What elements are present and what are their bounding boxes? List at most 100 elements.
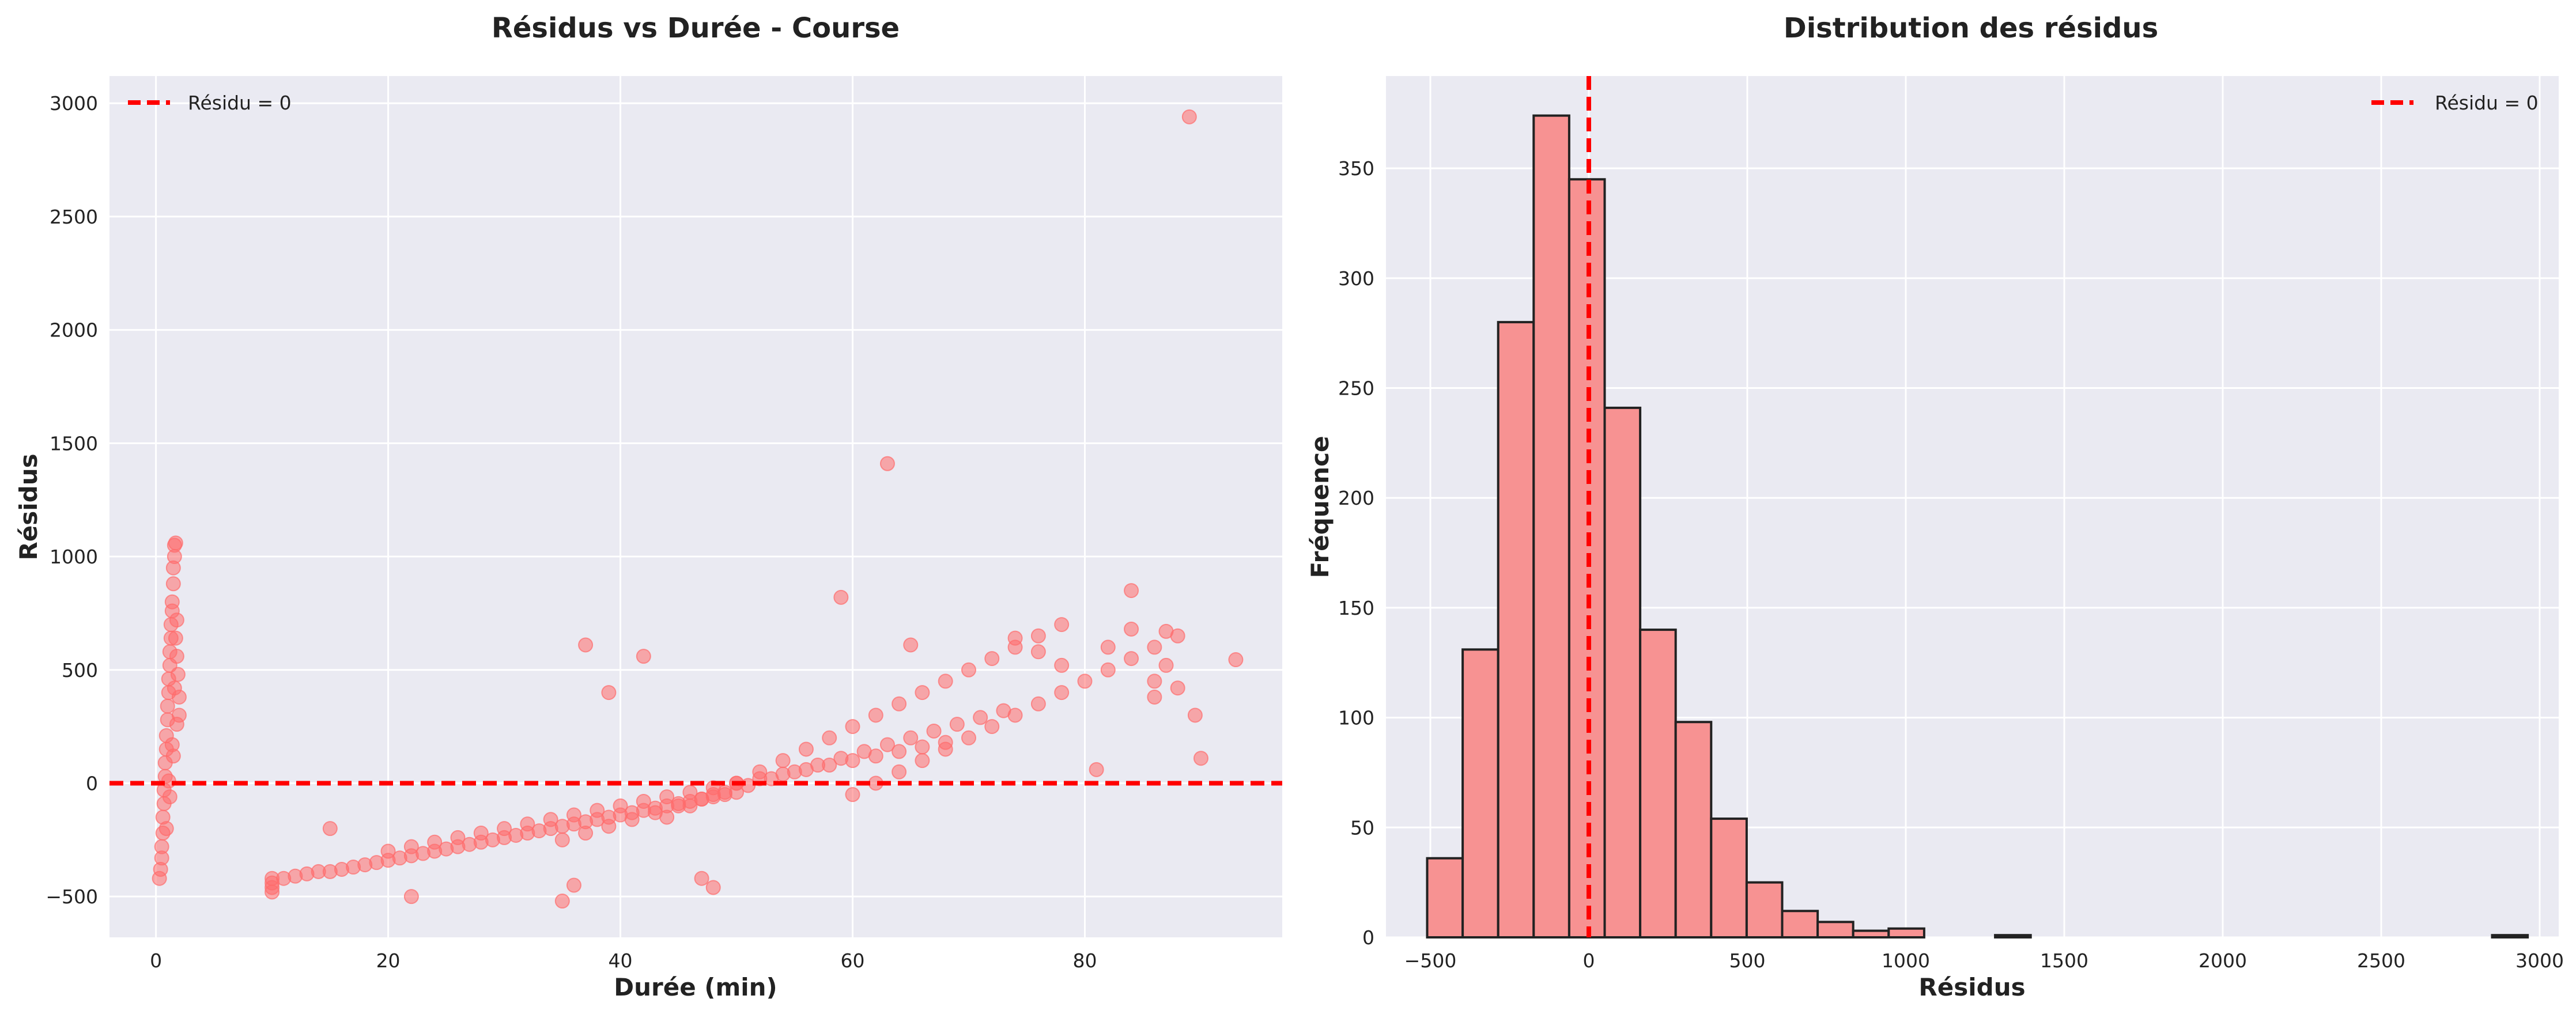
scatter-point [1054,617,1070,633]
histogram-bar [1461,648,1499,938]
scatter-point [403,889,419,905]
histogram-tick-labels: −500 0 500 1000 1500 2000 2500 3000 0 50 100 150 200… [1338,157,2564,972]
scatter-point [1007,630,1023,646]
histogram-bar [2491,934,2529,939]
y-tick-label: 3000 [50,92,98,115]
scatter-point [473,826,489,841]
scatter-point [856,744,872,759]
scatter-point [543,812,558,827]
x-tick-label: 0 [1583,949,1595,972]
scatter-point [961,662,976,678]
scatter-point [879,456,895,471]
scatter-point [154,839,169,854]
x-tick-label: 1500 [2040,949,2088,972]
histogram-y-label: Fréquence [1306,436,1334,578]
histogram-bar [1532,114,1570,939]
scatter-point [1077,673,1093,689]
scatter-grid [109,76,1282,937]
scatter-point [845,787,860,803]
x-tick-label: −500 [1404,949,1457,972]
scatter-point [961,730,976,745]
scatter-point [938,673,953,689]
scatter-point [1193,751,1208,766]
scatter-point [1007,707,1023,723]
x-tick-label: 80 [1072,949,1097,972]
scatter-point [168,535,183,551]
scatter-point [613,798,628,813]
scatter-point [892,744,907,759]
scatter-point [1054,657,1070,673]
scatter-point [787,764,802,779]
scatter-point [566,877,581,893]
scatter-point [450,830,466,845]
histogram-bar [1852,929,1890,939]
scatter-panel: 0 20 40 60 80 −500 0 500 1000 1500 2000 2500 3000 Ré… [14,12,1282,1001]
scatter-point [879,737,895,752]
scatter-point [169,649,184,664]
scatter-point [554,894,570,909]
x-tick-label: 0 [150,949,162,972]
scatter-point [322,821,338,837]
scatter-point [892,696,907,712]
x-tick-label: 40 [609,949,633,972]
scatter-points [152,109,1244,909]
scatter-point [845,719,860,735]
scatter-point [810,758,826,773]
y-tick-label: −500 [46,885,98,908]
scatter-point [984,719,1000,735]
scatter-point [601,685,617,701]
scatter-point [520,816,535,832]
y-tick-label: 150 [1338,597,1374,619]
histogram-bar [1745,881,1784,939]
scatter-point [833,751,849,766]
y-tick-label: 1500 [50,432,98,455]
scatter-point [822,730,837,745]
histogram-title: Distribution des résidus [1784,12,2158,44]
scatter-point [624,812,640,827]
histogram-bar [1674,721,1713,938]
histogram-x-label: Résidus [1918,973,2025,1001]
scatter-point [1147,639,1162,655]
scatter-point [973,710,988,725]
scatter-point [903,637,919,653]
scatter-point [167,680,182,696]
y-tick-label: 500 [62,659,98,682]
scatter-point [915,685,930,701]
scatter-point [659,809,675,825]
scatter-point [636,649,651,664]
scatter-y-label: Résidus [14,453,43,560]
scatter-point [682,798,698,813]
scatter-point [158,821,174,837]
scatter-point [497,821,512,837]
histogram-panel: −500 0 500 1000 1500 2000 2500 3000 0 50 100 150 200… [1306,12,2564,1001]
y-tick-label: 350 [1338,157,1374,180]
x-tick-label: 2500 [2357,949,2405,972]
scatter-point [169,717,184,732]
histogram-legend: Résidu = 0 [2371,92,2539,114]
y-tick-label: 200 [1338,487,1374,509]
y-tick-label: 250 [1338,377,1374,400]
scatter-point [1187,707,1203,723]
scatter-point [892,764,907,779]
scatter-point [915,753,930,769]
scatter-point [1100,639,1116,655]
scatter-point [984,651,1000,667]
scatter-point [636,793,651,809]
scatter-title: Résidus vs Durée - Course [492,12,900,44]
y-tick-label: 100 [1338,707,1374,729]
scatter-point [601,819,617,834]
scatter-point [578,826,594,841]
scatter-point [938,741,953,757]
scatter-point [868,707,883,723]
y-tick-label: 2500 [50,206,98,228]
scatter-point [694,871,709,886]
scatter-point [403,839,419,854]
scatter-point [1147,673,1162,689]
y-tick-label: 50 [1350,816,1374,839]
scatter-point [168,630,183,646]
scatter-point [1158,623,1174,639]
histogram-bar [1710,818,1748,939]
scatter-point [380,843,396,859]
x-tick-label: 1000 [1882,949,1930,972]
scatter-point [1030,628,1046,644]
